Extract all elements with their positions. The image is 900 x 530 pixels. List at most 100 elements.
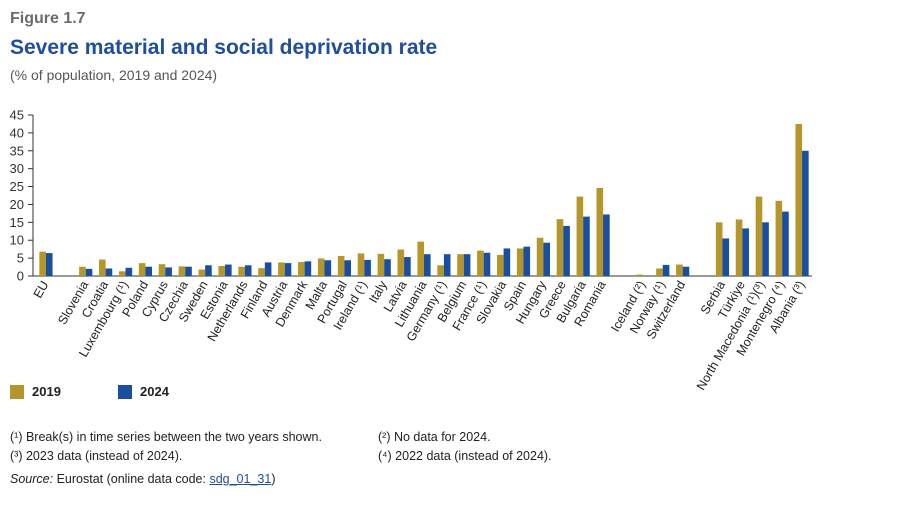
bar-2024 [125, 267, 133, 276]
bar-2019 [477, 250, 484, 276]
bar-2024 [742, 228, 749, 276]
bar-2024 [225, 264, 232, 276]
bar-2019 [735, 219, 743, 276]
y-tick-label: 15 [10, 215, 24, 230]
source-code-link[interactable]: sdg_01_31 [209, 472, 272, 486]
legend-label-2024: 2024 [140, 384, 169, 399]
bar-2024 [682, 266, 690, 276]
bar-2019 [99, 259, 106, 276]
bar-2024 [384, 259, 391, 276]
bar-2019 [118, 271, 126, 276]
bar-2024 [324, 260, 332, 276]
y-tick-label: 0 [17, 269, 24, 284]
bar-2024 [185, 266, 192, 276]
bar-2019 [417, 241, 424, 276]
bar-2019 [636, 274, 643, 276]
y-tick-label: 30 [10, 161, 24, 176]
bar-2019 [536, 237, 544, 276]
bar-2024 [483, 252, 491, 276]
bar-2019 [337, 255, 345, 276]
bar-2024 [165, 267, 172, 276]
bar-2019 [158, 264, 166, 276]
bar-2019 [397, 249, 405, 276]
source-line: Source: Eurostat (online data code: sdg_… [10, 472, 276, 486]
bar-2019 [138, 263, 146, 276]
bar-2024 [364, 259, 371, 276]
y-tick-label: 25 [10, 179, 24, 194]
legend-swatch-2024 [118, 384, 132, 399]
bar-2024 [45, 253, 53, 276]
bar-2019 [795, 123, 803, 276]
bar-2024 [424, 254, 431, 276]
bar-2019 [556, 219, 564, 276]
footnote-1: (¹) Break(s) in time series between the … [10, 430, 322, 444]
bar-2024 [523, 246, 531, 276]
bar-2019 [39, 251, 46, 276]
bar-2019 [377, 253, 385, 276]
legend-item-2024: 2024 [118, 384, 169, 399]
bar-2019 [278, 262, 285, 276]
bar-2024 [722, 238, 730, 276]
bar-2019 [198, 269, 206, 276]
bar-2019 [437, 265, 444, 276]
y-tick-label: 10 [10, 233, 24, 248]
bar-2019 [755, 196, 763, 276]
footnote-4: (⁴) 2022 data (instead of 2024). [378, 449, 552, 463]
bar-2024 [145, 266, 153, 276]
bar-2019 [576, 196, 584, 276]
bar-2024 [782, 211, 789, 276]
bar-2019 [298, 262, 305, 276]
bar-2024 [443, 254, 451, 276]
bar-2024 [563, 225, 570, 276]
y-tick-label: 5 [17, 251, 24, 266]
bar-2019 [218, 265, 226, 276]
bar-2019 [258, 268, 265, 276]
x-category-label: EU [31, 279, 52, 301]
bar-2024 [205, 265, 212, 276]
bar-2024 [284, 263, 292, 276]
bar-2019 [656, 268, 663, 276]
bar-2019 [238, 266, 245, 276]
bar-2019 [596, 187, 604, 276]
bar-2024 [85, 268, 93, 276]
chart-subtitle: (% of population, 2019 and 2024) [10, 67, 218, 83]
bar-2024 [543, 242, 550, 276]
source-prefix: Source: [10, 472, 54, 486]
legend-label-2019: 2019 [32, 384, 61, 399]
bar-2019 [79, 266, 86, 276]
bar-2019 [496, 254, 504, 276]
bar-2024 [662, 264, 670, 276]
y-tick-label: 45 [10, 108, 24, 123]
bar-2024 [344, 260, 352, 276]
bar-2024 [603, 214, 610, 276]
chart-title: Severe material and social deprivation r… [10, 36, 438, 59]
source-suffix: ) [271, 472, 276, 486]
footnote-2: (²) No data for 2024. [378, 430, 491, 444]
bar-2024 [583, 216, 590, 276]
source-text: Eurostat (online data code: [53, 472, 210, 486]
bar-2019 [357, 253, 365, 276]
bar-2019 [457, 254, 464, 276]
bar-2024 [264, 262, 272, 276]
bar-2024 [503, 248, 511, 276]
bar-2024 [105, 268, 113, 276]
y-tick-label: 20 [10, 197, 24, 212]
bar-2024 [463, 254, 471, 276]
bar-2019 [178, 266, 186, 276]
legend-swatch-2019 [10, 384, 24, 399]
legend-item-2019: 2019 [10, 384, 61, 399]
bar-2024 [802, 150, 809, 276]
bar-2019 [775, 200, 783, 276]
bar-2019 [676, 264, 683, 276]
y-tick-label: 40 [10, 125, 24, 140]
bar-2024 [762, 222, 769, 276]
y-tick-label: 35 [10, 143, 24, 158]
footnote-3: (³) 2023 data (instead of 2024). [10, 449, 183, 463]
figure-label: Figure 1.7 [10, 10, 86, 27]
bar-2019 [715, 222, 723, 276]
bar-2019 [516, 248, 524, 276]
bar-2024 [404, 257, 411, 276]
bar-2024 [304, 261, 312, 276]
bar-2024 [244, 265, 252, 276]
